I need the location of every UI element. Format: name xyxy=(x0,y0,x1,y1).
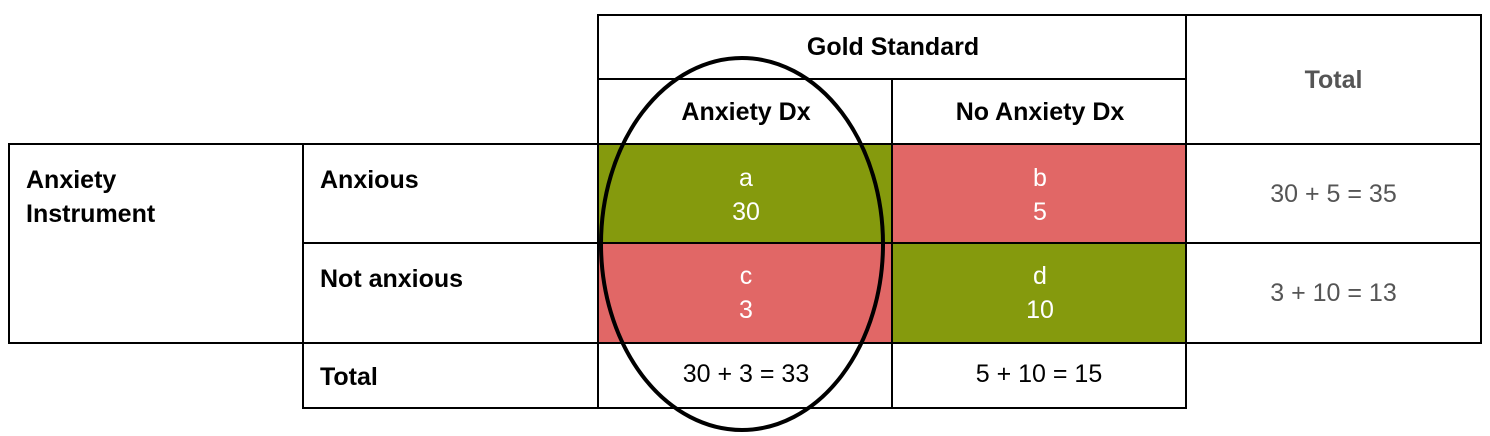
cell-a-letter: a xyxy=(739,163,753,192)
cell-d-letter: d xyxy=(1033,262,1047,290)
cell-b: b 5 xyxy=(891,143,1187,244)
anxiety-dx-header: Anxiety Dx xyxy=(597,79,893,145)
cell-b-value: 5 xyxy=(1033,197,1047,226)
row-total-not-anxious: 3 + 10 = 13 xyxy=(1185,242,1482,344)
cell-a: a 30 xyxy=(597,143,893,244)
cell-b-letter: b xyxy=(1033,163,1047,192)
gold-standard-header: Gold Standard xyxy=(597,14,1187,80)
total-no-anxiety-dx: 5 + 10 = 15 xyxy=(891,342,1187,409)
row-group-label: Anxiety Instrument xyxy=(8,143,304,344)
total-anxiety-dx: 30 + 3 = 33 xyxy=(597,342,893,409)
cell-c: c 3 xyxy=(597,242,893,344)
no-anxiety-dx-header: No Anxiety Dx xyxy=(891,79,1187,145)
cell-d: d 10 xyxy=(891,242,1187,344)
total-column-header: Total xyxy=(1185,14,1482,145)
row-total-anxious: 30 + 5 = 35 xyxy=(1185,143,1482,244)
cell-a-value: 30 xyxy=(732,197,760,226)
cell-d-value: 10 xyxy=(1026,296,1054,324)
row-label-not-anxious: Not anxious xyxy=(302,242,599,344)
cell-c-value: 3 xyxy=(739,296,753,324)
total-row-label: Total xyxy=(302,342,599,409)
row-label-anxious: Anxious xyxy=(302,143,599,244)
cell-c-letter: c xyxy=(739,262,753,290)
